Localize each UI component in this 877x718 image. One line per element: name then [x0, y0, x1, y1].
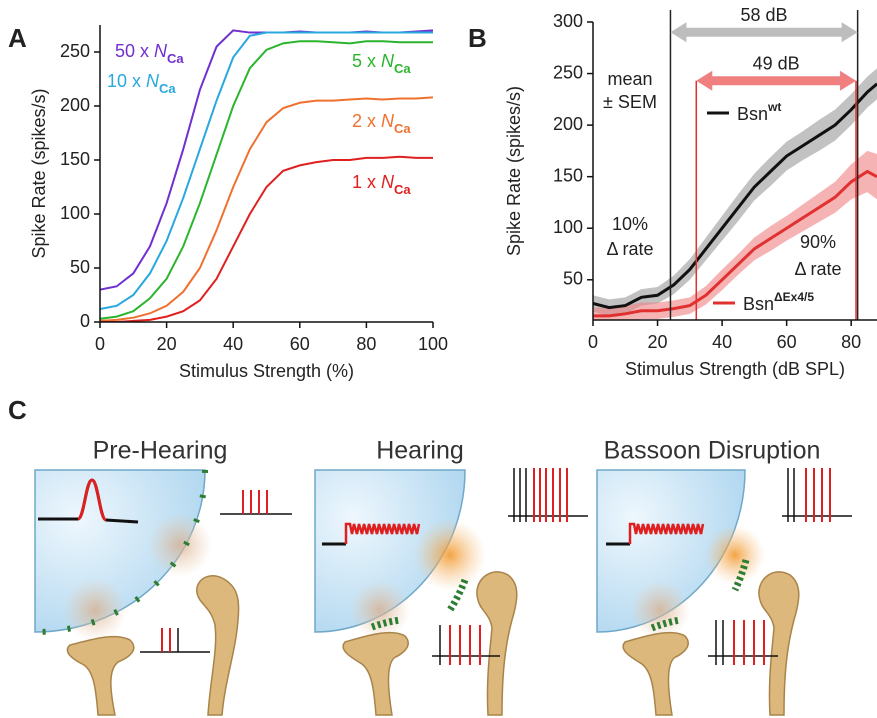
x-tick-label: 60	[290, 334, 310, 354]
label-part: Ca	[167, 51, 184, 66]
sem-band	[593, 68, 877, 316]
series-line	[593, 82, 877, 310]
arrow-head	[670, 22, 687, 43]
diagram-title: Bassoon Disruption	[604, 437, 821, 465]
label-part: Bsn	[737, 104, 768, 124]
series-line	[100, 40, 433, 320]
legend-label: Bsnwt	[737, 100, 781, 124]
series-line	[100, 31, 433, 311]
y-tick-label: 100	[553, 217, 583, 237]
x-axis-label: Stimulus Strength (dB SPL)	[625, 359, 845, 379]
plot-area	[100, 29, 433, 322]
x-axis-label: Stimulus Strength (%)	[179, 361, 354, 381]
label-part: 5 x	[352, 51, 381, 71]
y-tick-label: 250	[553, 62, 583, 82]
label-part: 1 x	[352, 172, 381, 192]
cell-hearing	[314, 468, 588, 716]
label-part: 50 x	[115, 41, 154, 61]
annotation: mean	[607, 69, 652, 89]
arrow-label: 58 dB	[741, 5, 788, 25]
y-tick-label: 300	[553, 11, 583, 31]
x-tick-label: 80	[841, 332, 861, 352]
series-label: 50 x NCa	[115, 41, 184, 66]
arrow-head	[841, 22, 858, 43]
panel-label: A	[8, 23, 27, 53]
arrow-label: 49 dB	[753, 54, 800, 74]
arrow-head	[840, 70, 857, 91]
label-part: 2 x	[352, 111, 381, 131]
cell-pre-hearing	[34, 469, 292, 716]
label-part: Bsn	[743, 294, 774, 314]
y-tick-label: 150	[60, 149, 90, 169]
diagram-title: Pre-Hearing	[93, 437, 228, 465]
label-part: N	[146, 71, 160, 91]
y-tick-label: 50	[70, 257, 90, 277]
sem-band	[593, 150, 877, 320]
plot-area	[593, 68, 877, 320]
legend-label: BsnΔEx4/5	[743, 290, 814, 314]
series-line	[593, 169, 877, 318]
y-tick-label: 100	[60, 203, 90, 223]
series-label: 10 x NCa	[107, 71, 176, 96]
y-tick-label: 200	[60, 95, 90, 115]
cell-bassoon	[596, 468, 852, 716]
x-tick-label: 60	[777, 332, 797, 352]
label-part: ΔEx4/5	[774, 290, 814, 304]
y-tick-label: 50	[563, 269, 583, 289]
label-part: Ca	[159, 81, 176, 96]
x-tick-label: 0	[588, 332, 598, 352]
label-part: Ca	[394, 121, 411, 136]
y-tick-label: 0	[80, 311, 90, 331]
series-line	[100, 155, 433, 322]
x-tick-label: 40	[712, 332, 732, 352]
label-part: N	[381, 51, 395, 71]
y-tick-label: 250	[60, 41, 90, 61]
x-tick-label: 80	[356, 334, 376, 354]
annotation: 10%	[612, 214, 648, 234]
label-part: N	[154, 41, 168, 61]
series-label: 1 x NCa	[352, 172, 411, 197]
diagram: Pre-Hearing Hearing Bassoon Disruption	[34, 437, 852, 716]
annotation: 90%	[800, 232, 836, 252]
x-tick-label: 40	[223, 334, 243, 354]
series-label: 2 x NCa	[352, 111, 411, 136]
x-tick-label: 100	[418, 334, 448, 354]
label-part: N	[381, 172, 395, 192]
label-part: 10 x	[107, 71, 146, 91]
x-tick-label: 20	[648, 332, 668, 352]
arrow-head	[696, 70, 713, 91]
y-axis-label: Spike Rate (spikes/s)	[29, 88, 49, 258]
y-tick-label: 200	[553, 114, 583, 134]
panel-label: B	[468, 23, 487, 53]
annotation: Δ rate	[606, 239, 653, 259]
series-line	[100, 96, 433, 322]
label-part: wt	[767, 100, 781, 114]
x-tick-label: 20	[157, 334, 177, 354]
label-part: Ca	[394, 61, 411, 76]
label-part: N	[381, 111, 395, 131]
label-part: Ca	[394, 182, 411, 197]
panel-label: C	[8, 395, 27, 425]
y-axis-label: Spike Rate (spikes/s)	[504, 86, 524, 256]
diagram-title: Hearing	[376, 437, 464, 465]
x-tick-label: 0	[95, 334, 105, 354]
y-tick-label: 150	[553, 165, 583, 185]
annotation: Δ rate	[794, 259, 841, 279]
series-label: 5 x NCa	[352, 51, 411, 76]
annotation: ± SEM	[603, 92, 657, 112]
